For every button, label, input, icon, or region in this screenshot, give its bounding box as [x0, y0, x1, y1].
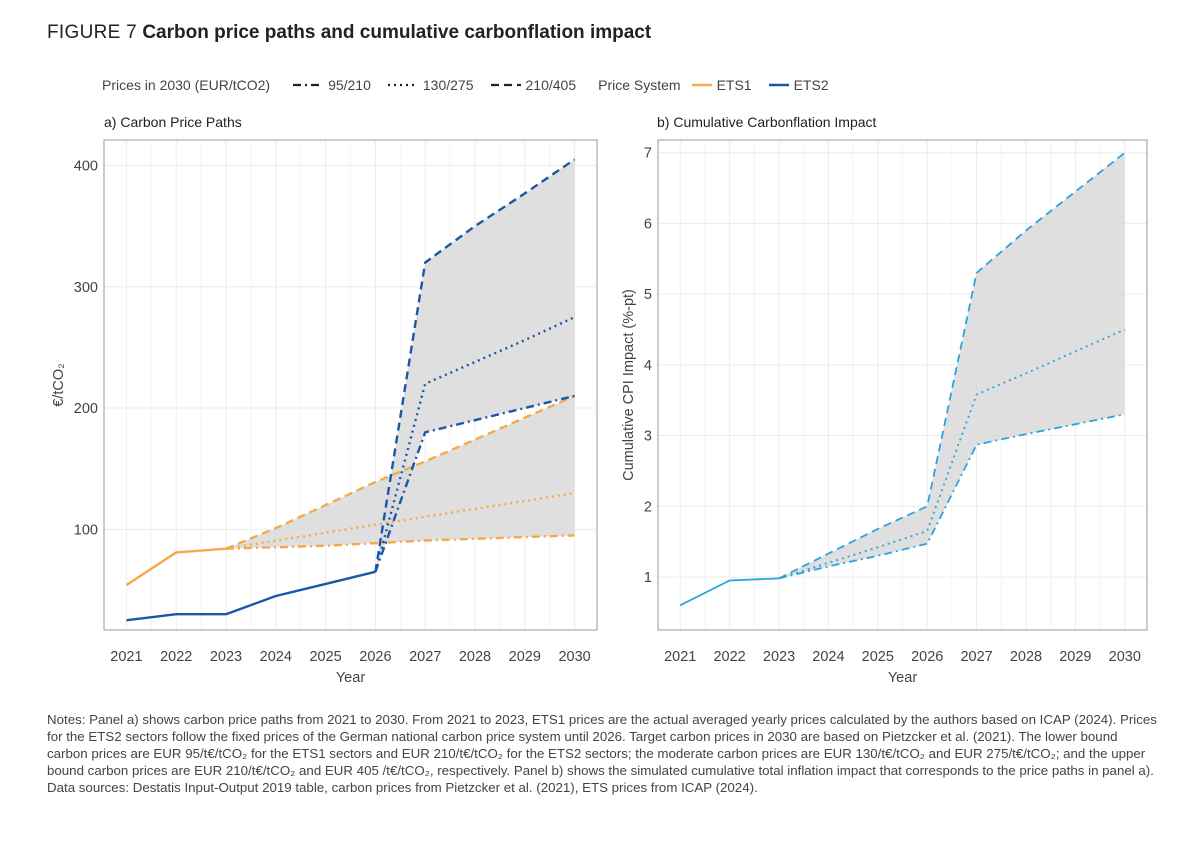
- panel-b-x-tick-label: 2024: [812, 649, 844, 665]
- panel-b-y-tick-label: 5: [644, 287, 652, 303]
- panel-b-y-tick-label: 3: [644, 429, 652, 445]
- panel-b-y-tick-label: 7: [644, 146, 652, 162]
- legend-label-ets1: ETS1: [716, 77, 752, 93]
- panel-a-ets2-common-line: [126, 570, 376, 622]
- panel-b-x-tick-label: 2023: [763, 649, 795, 665]
- legend-prices-title: Prices in 2030 (EUR/tCO2): [102, 77, 271, 93]
- panel-b-cpi-95-210-line: [778, 413, 1125, 580]
- panel-b-x-tick-label: 2021: [664, 649, 696, 665]
- panel-a-ets2-210-405-line: [374, 158, 576, 572]
- legend-label-95-210: 95/210: [328, 77, 371, 93]
- panel-b-x-tick-label: 2025: [862, 649, 894, 665]
- figure-notes: Notes: Panel a) shows carbon price paths…: [47, 712, 1157, 795]
- ets2-line-icon: [768, 83, 789, 87]
- legend-item-210-405: 210/405: [490, 77, 577, 93]
- panel-a-x-tick-label: 2029: [509, 649, 541, 665]
- panel-a-plot-border: [103, 139, 598, 631]
- panel-a-x-axis-title: Year: [336, 670, 365, 686]
- legend-item-ets2: ETS2: [768, 77, 829, 93]
- panel-b-x-tick-label: 2030: [1109, 649, 1141, 665]
- panel-a-ets1-95-210-line: [225, 534, 575, 550]
- panel-b-x-axis-title: Year: [888, 670, 917, 686]
- panel-b-x-tick-label: 2029: [1059, 649, 1091, 665]
- panel-a-y-tick-label: 400: [74, 158, 98, 174]
- panel-a-ets1-common-line: [125, 547, 227, 587]
- panel-b-band-all: [779, 152, 1125, 579]
- panel-b-x-tick-label: 2022: [713, 649, 745, 665]
- panel-a-x-tick-label: 2026: [359, 649, 391, 665]
- panel-a-ets2-95-210-line: [374, 394, 575, 573]
- panel-b-title: b) Cumulative Carbonflation Impact: [657, 114, 877, 130]
- figure-title-text: Carbon price paths and cumulative carbon…: [142, 22, 652, 43]
- panel-a-y-tick-label: 300: [74, 280, 98, 296]
- dotted-line-icon: [387, 83, 418, 87]
- legend: Prices in 2030 (EUR/tCO2) 95/210 130/275…: [102, 74, 845, 96]
- panel-a-x-tick-label: 2030: [558, 649, 590, 665]
- panel-b-y-tick-label: 1: [644, 570, 652, 586]
- figure-title: FIGURE 7 Carbon price paths and cumulati…: [47, 22, 651, 44]
- panel-b-cpi-210-405-line: [778, 151, 1126, 580]
- panel-b-cpi-130-275-line: [778, 328, 1126, 580]
- panel-a-x-tick-label: 2023: [210, 649, 242, 665]
- panel-a-x-tick-label: 2024: [260, 649, 292, 665]
- panel-b-x-tick-label: 2027: [960, 649, 992, 665]
- legend-item-ets1: ETS1: [691, 77, 752, 93]
- panel-b-y-tick-label: 2: [644, 499, 652, 515]
- legend-item-95-210: 95/210: [292, 77, 371, 93]
- dashdot-line-icon: [293, 83, 324, 87]
- panel-a-y-tick-label: 100: [74, 522, 98, 538]
- panel-a-y-axis-title: €/tCO₂: [51, 363, 67, 407]
- panel-b-y-tick-label: 4: [644, 358, 652, 374]
- panel-a-x-tick-label: 2027: [409, 649, 441, 665]
- ets1-line-icon: [691, 83, 712, 87]
- panel-a-ets1-210-405-line: [225, 394, 576, 550]
- legend-label-ets2: ETS2: [793, 77, 829, 93]
- legend-system-title: Price System: [598, 77, 681, 93]
- panel-a-ets1-130-275-line: [225, 491, 575, 550]
- panel-a-x-tick-label: 2025: [309, 649, 341, 665]
- panel-a-x-tick-label: 2022: [160, 649, 192, 665]
- legend-label-210-405: 210/405: [525, 77, 577, 93]
- charts-canvas: 2021 2022 2023 2024 2025 2026 2027 2028 2029 2030…: [51, 139, 1148, 686]
- panel-b-x-tick-label: 2028: [1010, 649, 1042, 665]
- legend-item-130-275: 130/275: [387, 77, 474, 93]
- figure-label: FIGURE 7: [47, 22, 138, 43]
- panel-a-x-tick-label: 2028: [459, 649, 491, 665]
- panel-a-x-tick-label: 2021: [110, 649, 142, 665]
- panel-b-cpi-common-line: [679, 577, 780, 607]
- panel-b-y-tick-label: 6: [644, 216, 652, 232]
- legend-label-130-275: 130/275: [422, 77, 474, 93]
- panel-b-plot-border: [657, 139, 1148, 631]
- panel-a-title: a) Carbon Price Paths: [104, 114, 242, 130]
- panel-a-y-tick-label: 200: [74, 401, 98, 417]
- panel-b-x-tick-label: 2026: [911, 649, 943, 665]
- dashed-line-icon: [490, 83, 521, 87]
- panel-b-y-axis-title: Cumulative CPI Impact (%-pt): [621, 289, 637, 481]
